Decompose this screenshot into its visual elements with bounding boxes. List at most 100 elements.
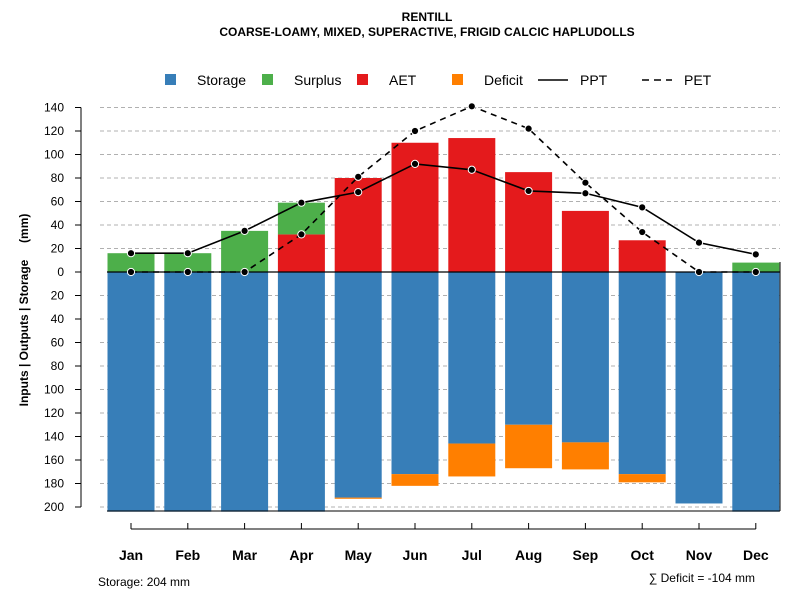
bar-storage-jan — [107, 272, 155, 512]
point-pet-may — [354, 172, 363, 181]
bar-aet-sep — [561, 210, 609, 272]
point-ppt-dec — [751, 250, 760, 259]
line-ppt — [131, 163, 756, 256]
chart-title: RENTILL — [402, 10, 453, 24]
point-ppt-mar — [240, 226, 249, 235]
y-tick-label: 20 — [51, 242, 65, 256]
axes: 1401201008060402002040608010012014016018… — [44, 101, 781, 563]
bar-storage-may — [334, 272, 382, 498]
x-tick-label-mar: Mar — [232, 547, 257, 563]
legend-swatch-deficit — [452, 74, 463, 85]
bar-deficit-oct — [618, 474, 666, 483]
legend-swatch-storage — [165, 74, 176, 85]
x-tick-label-nov: Nov — [686, 547, 713, 563]
point-ppt-aug — [524, 186, 533, 196]
x-tick-label-aug: Aug — [515, 547, 542, 563]
y-tick-label: 0 — [57, 265, 64, 279]
legend-label-ppt: PPT — [580, 72, 608, 88]
legend-label-surplus: Surplus — [294, 72, 341, 88]
bar-surplus-dec — [732, 262, 780, 272]
bar-storage-aug — [505, 272, 553, 425]
y-tick-label: 40 — [51, 218, 65, 232]
bar-storage-oct — [618, 272, 666, 475]
x-tick-label-may: May — [345, 547, 372, 563]
bar-storage-mar — [221, 272, 269, 512]
y-tick-label: 140 — [44, 430, 64, 444]
y-tick-label: 140 — [44, 101, 64, 115]
bars — [107, 138, 780, 512]
point-pet-aug — [524, 124, 533, 133]
line-pet — [131, 105, 756, 273]
y-tick-label: 160 — [44, 453, 64, 467]
legend-swatch-surplus — [262, 74, 273, 85]
y-tick-label: 80 — [51, 359, 65, 373]
y-tick-label: 120 — [44, 406, 64, 420]
point-pet-nov — [694, 267, 704, 277]
y-tick-label: 60 — [51, 195, 65, 209]
point-ppt-oct — [638, 203, 647, 212]
bar-surplus-apr — [277, 202, 325, 235]
point-pet-jul — [467, 102, 476, 111]
bar-deficit-sep — [561, 442, 609, 470]
storage-note: Storage: 204 mm — [98, 575, 190, 589]
bar-deficit-jun — [391, 474, 439, 486]
bar-storage-apr — [277, 272, 325, 512]
y-tick-label: 100 — [44, 383, 64, 397]
x-tick-label-jul: Jul — [462, 547, 482, 563]
point-ppt-jun — [410, 159, 420, 168]
x-tick-label-oct: Oct — [631, 547, 655, 563]
bar-storage-jul — [448, 272, 496, 444]
point-ppt-nov — [694, 238, 704, 247]
point-ppt-jul — [467, 165, 476, 174]
point-ppt-jan — [126, 249, 136, 258]
point-pet-sep — [581, 178, 590, 187]
y-tick-label: 120 — [44, 124, 64, 138]
bar-deficit-may — [334, 497, 382, 499]
point-ppt-may — [354, 188, 363, 197]
point-ppt-sep — [581, 189, 590, 198]
x-tick-label-apr: Apr — [289, 547, 314, 563]
x-tick-label-jan: Jan — [119, 547, 143, 563]
gridlines — [100, 107, 780, 508]
bar-storage-nov — [675, 272, 723, 504]
point-pet-jun — [410, 126, 420, 136]
bar-storage-feb — [164, 272, 212, 512]
y-tick-label: 180 — [44, 477, 64, 491]
bar-storage-sep — [561, 272, 609, 443]
point-ppt-apr — [297, 198, 306, 207]
point-pet-dec — [751, 267, 760, 277]
point-pet-apr — [297, 230, 306, 239]
bar-aet-jul — [448, 138, 496, 272]
point-pet-feb — [183, 267, 192, 277]
x-tick-label-jun: Jun — [403, 547, 428, 563]
bar-surplus-jan — [107, 253, 155, 272]
x-tick-label-dec: Dec — [743, 547, 769, 563]
legend-label-storage: Storage — [197, 72, 246, 88]
legend-label-deficit: Deficit — [484, 72, 523, 88]
legend-label-pet: PET — [684, 72, 712, 88]
y-tick-label: 100 — [44, 148, 64, 162]
legend: Storage Surplus AET Deficit PPT PET — [165, 72, 712, 88]
chart-subtitle: COARSE-LOAMY, MIXED, SUPERACTIVE, FRIGID… — [219, 25, 634, 39]
bar-aet-apr — [277, 234, 325, 272]
y-tick-label: 200 — [44, 500, 64, 514]
y-axis-label: Inputs | Outputs | Storage (mm) — [17, 214, 31, 407]
legend-label-aet: AET — [389, 72, 417, 88]
series-lines — [126, 102, 760, 277]
deficit-note: ∑ Deficit = -104 mm — [649, 571, 755, 585]
bar-surplus-feb — [164, 253, 212, 272]
bar-storage-jun — [391, 272, 439, 475]
legend-swatch-aet — [357, 74, 368, 85]
bar-deficit-aug — [505, 424, 553, 469]
y-tick-label: 80 — [51, 171, 65, 185]
bar-storage-dec — [732, 272, 780, 512]
y-tick-label: 20 — [51, 289, 65, 303]
x-tick-label-sep: Sep — [573, 547, 599, 563]
y-tick-label: 60 — [51, 336, 65, 350]
point-pet-oct — [638, 227, 647, 237]
bar-deficit-jul — [448, 443, 496, 477]
point-ppt-feb — [183, 249, 192, 258]
point-pet-mar — [240, 267, 249, 277]
point-pet-jan — [126, 267, 136, 277]
